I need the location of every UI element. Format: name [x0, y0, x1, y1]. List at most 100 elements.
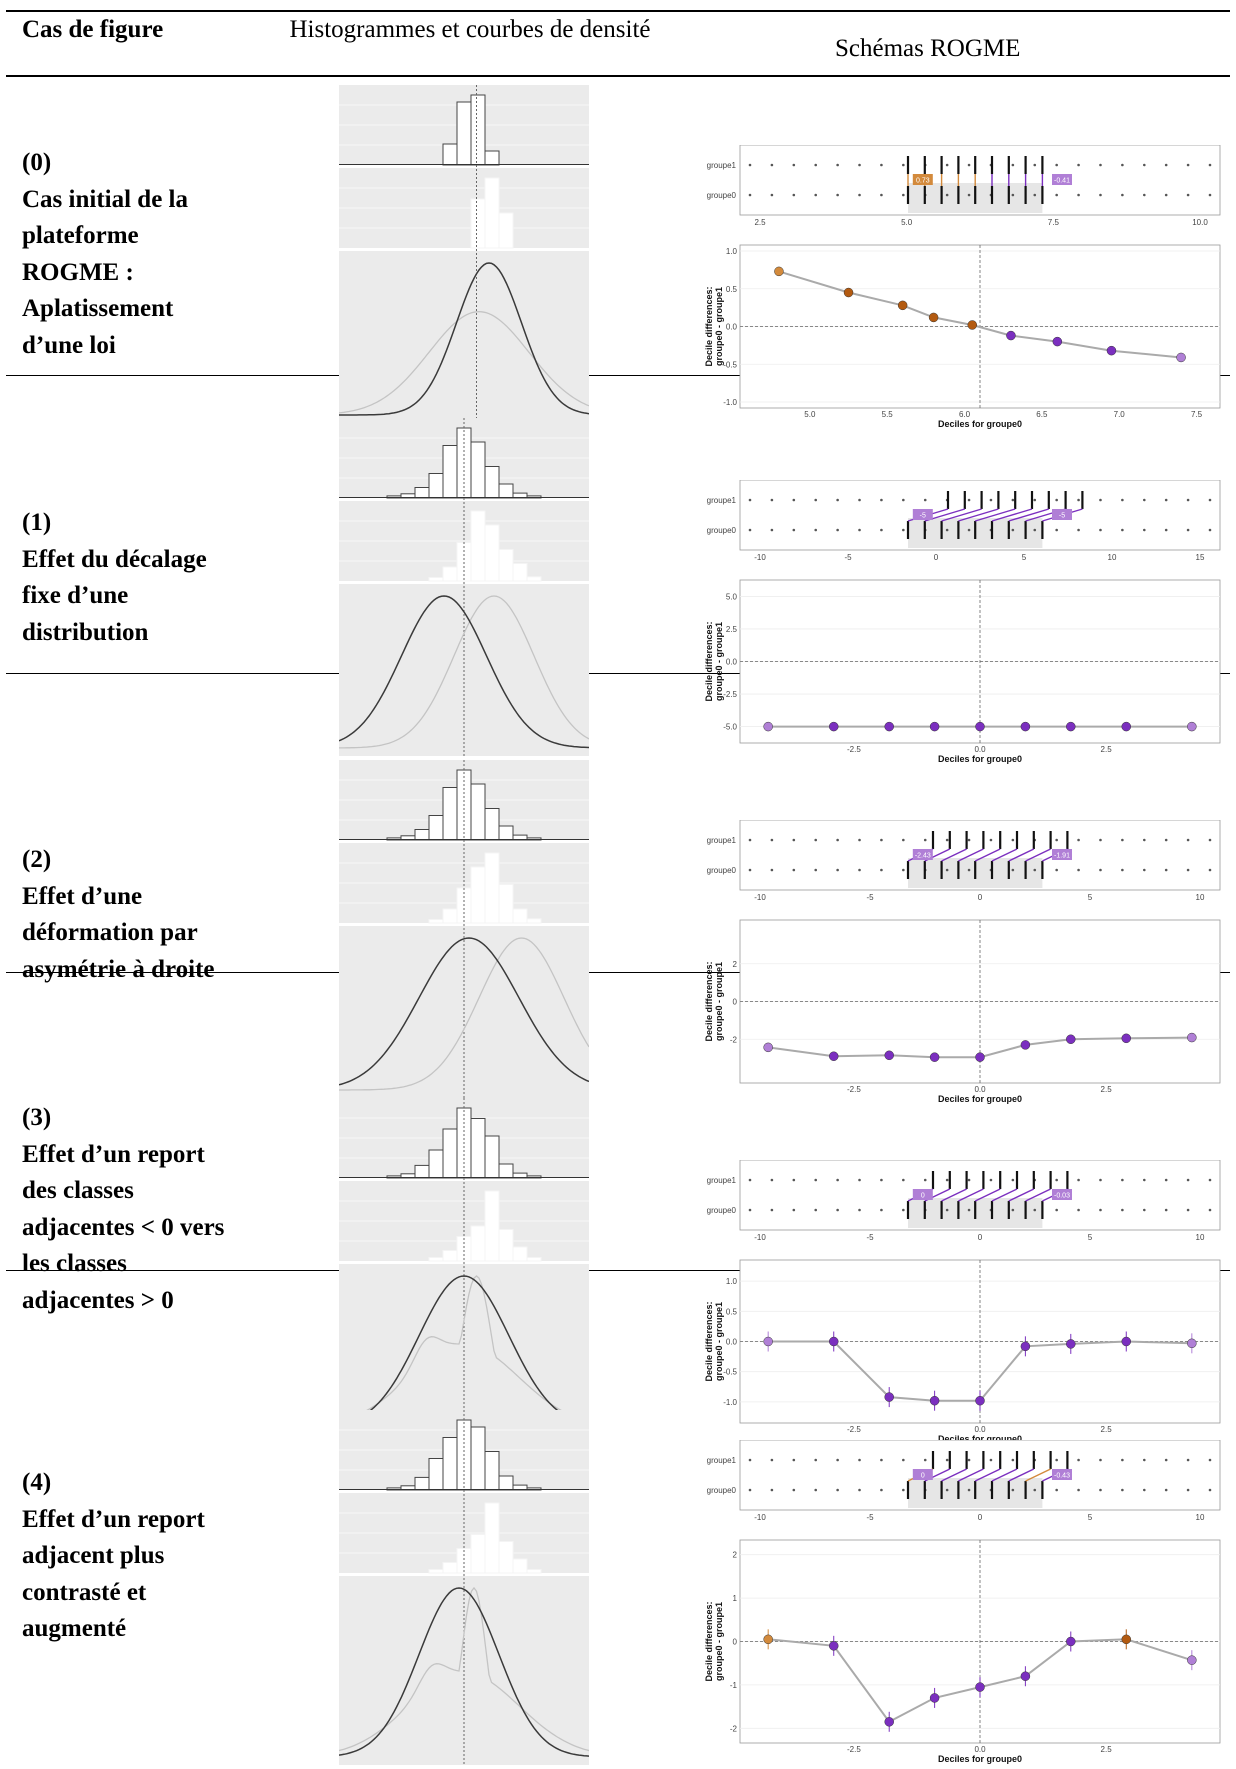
strip-point [967, 528, 971, 532]
x-axis-title: Deciles for groupe0 [938, 754, 1022, 764]
strip-point [748, 498, 752, 502]
strip-point [1208, 528, 1212, 532]
strip-point [967, 1208, 971, 1212]
strip-point [1121, 1488, 1124, 1492]
decile-connector [1025, 1468, 1051, 1482]
histogram-bar [498, 1229, 514, 1262]
strip-point [1208, 1458, 1212, 1462]
strip-point [1208, 838, 1212, 842]
decile-point [929, 721, 940, 732]
strip-point [1055, 1178, 1058, 1182]
histogram-bar [470, 783, 486, 841]
x-tick-label: 2.5 [1101, 1085, 1113, 1094]
decile-point [1066, 1034, 1076, 1044]
decile-connector [1008, 508, 1050, 522]
strip-point [1099, 528, 1102, 532]
strip-point [967, 163, 971, 167]
strip-point [858, 498, 861, 502]
strip-point [836, 528, 839, 532]
decile-point [929, 1395, 940, 1406]
case-id: (4) [22, 1469, 52, 1496]
strip-point [748, 1458, 752, 1462]
histogram-bar [428, 919, 444, 924]
density-bg [339, 251, 589, 423]
histogram-bar [442, 1250, 458, 1262]
strip-point [1208, 163, 1212, 167]
strip-point [792, 1488, 796, 1492]
case-title-4: (4) Effet d’un report adjacent plus cont… [22, 1465, 227, 1648]
decile-point [1187, 1338, 1197, 1349]
strip-point [923, 838, 927, 842]
strip-point [792, 528, 796, 532]
strip-point [1077, 163, 1080, 167]
strip-point [770, 1488, 774, 1492]
strip-point [1164, 498, 1168, 502]
strip-group-label: groupe0 [707, 866, 737, 875]
y-tick-label: -2 [730, 1035, 738, 1044]
y-tick-label: 2.5 [726, 625, 738, 634]
strip-point [1077, 1178, 1080, 1182]
strip-point [1121, 1458, 1124, 1462]
strip-point [836, 838, 839, 842]
rogme-chart-3: groupe1 groupe0 0 -0.03 -10 -5 0 5 10 1.0 0.5 0.0 -0… [690, 1160, 1225, 1445]
rogme-chart-0: groupe1 groupe0 0.73 -0.41 2.5 5.0 7.5 10.0 1.0 0… [690, 145, 1225, 429]
y-tick-label: -1 [730, 1681, 738, 1690]
strip-tick-label: -10 [754, 1513, 766, 1522]
decile-connector [991, 508, 1033, 522]
strip-point [1208, 1178, 1212, 1182]
strip-point [814, 1458, 818, 1462]
x-tick-label: 7.5 [1191, 410, 1203, 419]
histogram-bar [470, 94, 486, 166]
strip-point [880, 1178, 883, 1182]
density-curve-light [339, 937, 589, 1091]
x-tick-label: 5.5 [882, 410, 894, 419]
difference-badge [912, 174, 933, 185]
strip-point [1033, 1208, 1037, 1212]
strip-point [1099, 193, 1102, 197]
decile-point [929, 1052, 940, 1062]
difference-badge-label: -0.43 [1054, 1473, 1070, 1480]
strip-point [880, 838, 883, 842]
strip-point [945, 838, 949, 842]
decile-point [843, 287, 854, 298]
histogram-bar [456, 1548, 472, 1574]
decile-connector [958, 1468, 984, 1482]
x-axis-title: Deciles for groupe0 [938, 1094, 1022, 1104]
strip-tick-label: -5 [866, 893, 874, 902]
difference-badge-label: 0 [921, 1473, 925, 1480]
strip-point [1033, 1488, 1037, 1492]
y-axis-title-line: Decile differences: [704, 621, 714, 701]
decile-point [1006, 330, 1016, 341]
histogram-bar [498, 549, 514, 582]
strip-point [792, 193, 796, 197]
strip-tick-label: -5 [844, 553, 852, 562]
y-tick-label: 2 [733, 1551, 738, 1560]
strip-point [902, 528, 905, 532]
histogram-bar [470, 1118, 486, 1179]
strip-point [880, 1488, 883, 1492]
strip-group-label: groupe1 [707, 836, 737, 845]
decile-point [1106, 345, 1117, 356]
histogram-bar [414, 487, 430, 499]
strip-point [1033, 193, 1037, 197]
strip-point [1099, 1208, 1102, 1212]
row-separator [6, 972, 1230, 973]
density-curve-dark [339, 1275, 589, 1426]
strip-point [770, 193, 774, 197]
histogram-bar [484, 1502, 500, 1574]
difference-badge-label: 0.73 [916, 178, 930, 185]
y-axis-title-line: groupe0 - groupe1 [714, 1602, 724, 1681]
strip-point [1142, 838, 1146, 842]
decile-point [828, 1051, 839, 1061]
strip-point [770, 498, 774, 502]
histogram-bar [442, 143, 458, 166]
strip-point [858, 868, 861, 872]
strip-point [1186, 193, 1190, 197]
strip-point [770, 1208, 774, 1212]
difference-badge [912, 1189, 933, 1200]
strip-point [902, 1178, 905, 1182]
strip-point [1208, 498, 1212, 502]
strip-point [1164, 1208, 1168, 1212]
histogram-bar [442, 1128, 458, 1179]
difference-badge [1052, 509, 1072, 520]
